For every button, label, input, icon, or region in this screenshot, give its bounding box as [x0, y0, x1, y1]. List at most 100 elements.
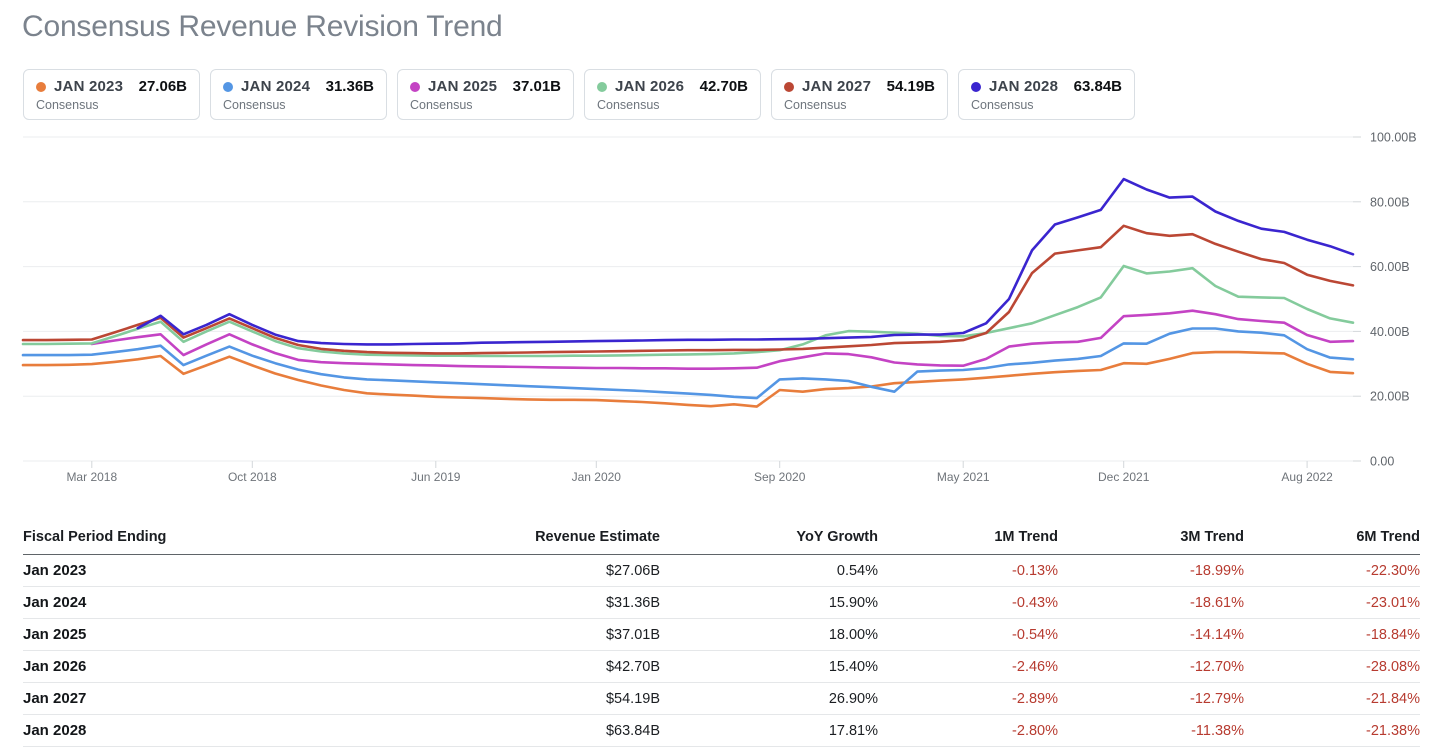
svg-text:Sep 2020: Sep 2020: [754, 470, 806, 484]
col-header-yoy-growth: YoY Growth: [660, 529, 878, 555]
table-row-jan2026: Jan 2026 $42.70B 15.40% -2.46% -12.70% -…: [23, 650, 1420, 683]
page-title: Consensus Revenue Revision Trend: [22, 10, 503, 43]
estimates-table: Fiscal Period Ending Revenue Estimate Yo…: [23, 529, 1420, 747]
cell-revenue: $31.36B: [300, 586, 660, 619]
legend-value: 27.06B: [138, 78, 187, 95]
cell-revenue: $54.19B: [300, 682, 660, 715]
cell-3m-trend: -12.79%: [1058, 682, 1244, 715]
cell-revenue: $63.84B: [300, 714, 660, 747]
cell-6m-trend: -23.01%: [1244, 586, 1420, 619]
cell-3m-trend: -18.99%: [1058, 554, 1244, 587]
series-line: [21, 264, 1355, 358]
series-dot-jan2026-icon: [597, 81, 607, 92]
cell-yoy: 15.40%: [660, 650, 878, 683]
legend-value: 63.84B: [1073, 78, 1122, 95]
series-line: [21, 224, 1355, 355]
series-dot-jan2027-icon: [784, 81, 794, 92]
cell-3m-trend: -18.61%: [1058, 586, 1244, 619]
cell-1m-trend: -2.89%: [878, 682, 1058, 715]
series-line: [21, 350, 1355, 408]
series-dot-jan2024-icon: [223, 81, 233, 92]
legend-card-jan2025[interactable]: JAN 2025 37.01B Consensus: [397, 69, 574, 120]
legend-card-jan2023[interactable]: JAN 2023 27.06B Consensus: [23, 69, 200, 120]
legend-label: JAN 2028: [989, 78, 1059, 95]
legend-row: JAN 2023 27.06B Consensus JAN 2024 31.36…: [23, 69, 1135, 120]
legend-sublabel: Consensus: [597, 98, 660, 112]
cell-1m-trend: -2.46%: [878, 650, 1058, 683]
svg-text:40.00B: 40.00B: [1370, 325, 1410, 339]
cell-6m-trend: -21.84%: [1244, 682, 1420, 715]
col-header-3m-trend: 3M Trend: [1058, 529, 1244, 555]
legend-card-jan2024[interactable]: JAN 2024 31.36B Consensus: [210, 69, 387, 120]
series-line: [90, 309, 1355, 371]
table-header-row: Fiscal Period Ending Revenue Estimate Yo…: [23, 529, 1420, 555]
cell-yoy: 0.54%: [660, 554, 878, 587]
svg-text:Oct 2018: Oct 2018: [228, 470, 277, 484]
legend-value: 31.36B: [325, 78, 374, 95]
series-dot-jan2023-icon: [36, 81, 46, 92]
cell-1m-trend: -0.43%: [878, 586, 1058, 619]
series-line: [136, 177, 1355, 346]
legend-label: JAN 2024: [241, 78, 311, 95]
col-header-6m-trend: 6M Trend: [1244, 529, 1420, 555]
legend-sublabel: Consensus: [971, 98, 1034, 112]
legend-card-jan2028[interactable]: JAN 2028 63.84B Consensus: [958, 69, 1135, 120]
cell-3m-trend: -11.38%: [1058, 714, 1244, 747]
legend-label: JAN 2027: [802, 78, 872, 95]
legend-label: JAN 2025: [428, 78, 498, 95]
svg-text:Jun 2019: Jun 2019: [411, 470, 461, 484]
legend-value: 37.01B: [512, 78, 561, 95]
table-row-jan2025: Jan 2025 $37.01B 18.00% -0.54% -14.14% -…: [23, 618, 1420, 651]
legend-value: 42.70B: [699, 78, 748, 95]
series-dot-jan2025-icon: [410, 81, 420, 92]
series-line: [21, 327, 1355, 400]
svg-text:20.00B: 20.00B: [1370, 390, 1410, 404]
cell-1m-trend: -0.54%: [878, 618, 1058, 651]
col-header-1m-trend: 1M Trend: [878, 529, 1058, 555]
svg-text:60.00B: 60.00B: [1370, 260, 1410, 274]
cell-period: Jan 2024: [23, 586, 300, 619]
table-row-jan2028: Jan 2028 $63.84B 17.81% -2.80% -11.38% -…: [23, 714, 1420, 747]
cell-6m-trend: -28.08%: [1244, 650, 1420, 683]
cell-revenue: $27.06B: [300, 554, 660, 587]
cell-revenue: $42.70B: [300, 650, 660, 683]
svg-text:0.00: 0.00: [1370, 455, 1394, 469]
cell-period: Jan 2026: [23, 650, 300, 683]
cell-period: Jan 2023: [23, 554, 300, 587]
cell-revenue: $37.01B: [300, 618, 660, 651]
cell-yoy: 26.90%: [660, 682, 878, 715]
cell-period: Jan 2027: [23, 682, 300, 715]
legend-label: JAN 2026: [615, 78, 685, 95]
col-header-fiscal-period: Fiscal Period Ending: [23, 529, 300, 555]
legend-card-jan2026[interactable]: JAN 2026 42.70B Consensus: [584, 69, 761, 120]
cell-period: Jan 2028: [23, 714, 300, 747]
svg-text:May 2021: May 2021: [937, 470, 990, 484]
cell-3m-trend: -12.70%: [1058, 650, 1244, 683]
svg-text:Mar 2018: Mar 2018: [66, 470, 117, 484]
legend-sublabel: Consensus: [784, 98, 847, 112]
cell-yoy: 17.81%: [660, 714, 878, 747]
legend-card-jan2027[interactable]: JAN 2027 54.19B Consensus: [771, 69, 948, 120]
series-dot-jan2028-icon: [971, 81, 981, 92]
cell-yoy: 15.90%: [660, 586, 878, 619]
cell-1m-trend: -0.13%: [878, 554, 1058, 587]
svg-text:Aug 2022: Aug 2022: [1281, 470, 1333, 484]
cell-6m-trend: -18.84%: [1244, 618, 1420, 651]
cell-3m-trend: -14.14%: [1058, 618, 1244, 651]
svg-text:Jan 2020: Jan 2020: [572, 470, 622, 484]
legend-label: JAN 2023: [54, 78, 124, 95]
cell-1m-trend: -2.80%: [878, 714, 1058, 747]
table-row-jan2023: Jan 2023 $27.06B 0.54% -0.13% -18.99% -2…: [23, 554, 1420, 587]
table-row-jan2027: Jan 2027 $54.19B 26.90% -2.89% -12.79% -…: [23, 682, 1420, 715]
table-row-jan2024: Jan 2024 $31.36B 15.90% -0.43% -18.61% -…: [23, 586, 1420, 619]
cell-6m-trend: -22.30%: [1244, 554, 1420, 587]
cell-6m-trend: -21.38%: [1244, 714, 1420, 747]
legend-value: 54.19B: [886, 78, 935, 95]
legend-sublabel: Consensus: [410, 98, 473, 112]
cell-yoy: 18.00%: [660, 618, 878, 651]
legend-sublabel: Consensus: [223, 98, 286, 112]
svg-text:80.00B: 80.00B: [1370, 195, 1410, 209]
svg-text:Dec 2021: Dec 2021: [1098, 470, 1150, 484]
legend-sublabel: Consensus: [36, 98, 99, 112]
col-header-revenue-estimate: Revenue Estimate: [300, 529, 660, 555]
